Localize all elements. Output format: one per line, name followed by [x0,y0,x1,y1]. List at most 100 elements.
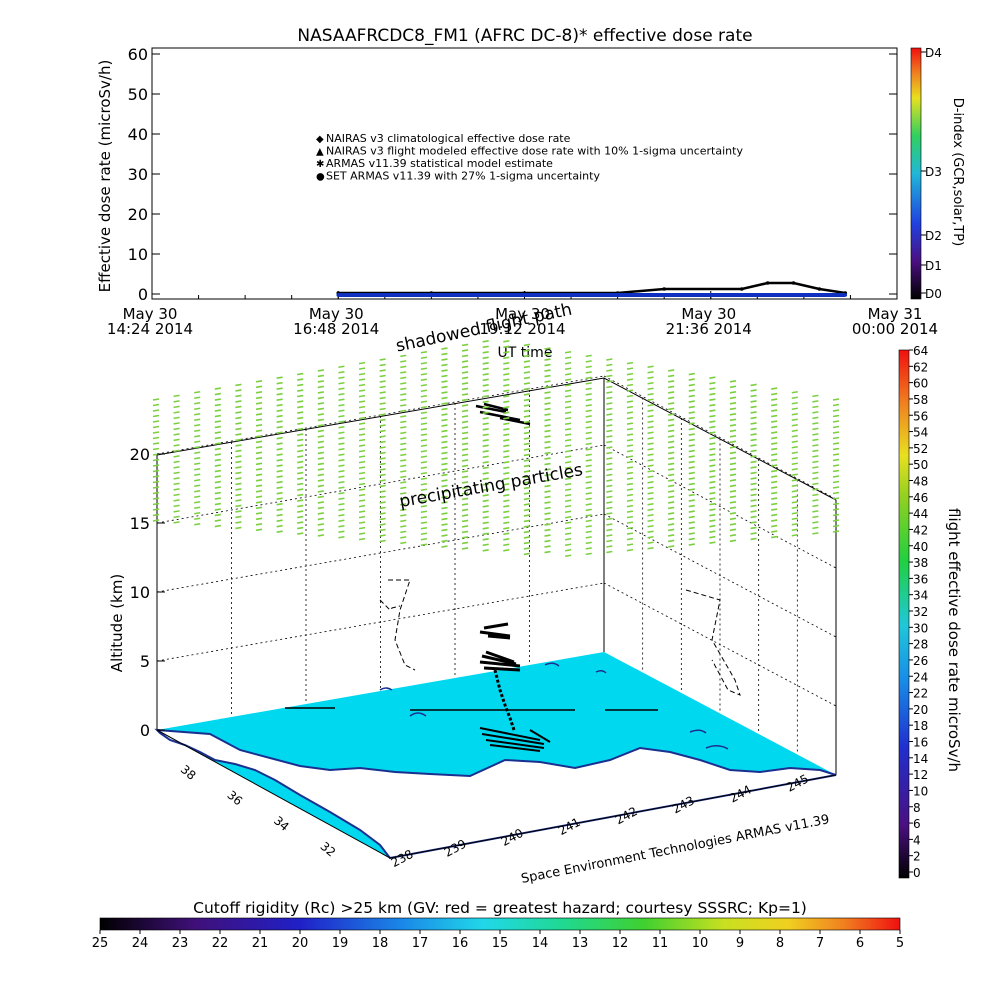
armas-marker [420,444,428,448]
armas-marker [461,354,469,358]
flight-tick-label: 12 [913,768,928,782]
armas-marker [564,411,572,415]
armas-marker [173,488,180,491]
rigidity-tick-label: 10 [692,936,709,951]
armas-marker [358,515,366,519]
armas-marker [668,484,675,488]
armas-marker [194,407,201,411]
armas-marker [400,497,407,501]
armas-marker [647,370,654,374]
armas-marker [338,398,345,402]
armas-marker [235,460,242,464]
armas-marker [214,453,221,456]
armas-marker [214,392,221,396]
armas-marker [668,374,675,378]
armas-marker [544,363,551,367]
armas-marker [750,449,757,453]
armas-marker [647,376,654,380]
armas-marker [832,453,840,456]
armas-marker [771,409,778,412]
armas-marker [358,438,366,442]
armas-marker [564,356,572,360]
x-tick-label-time: 21:36 2014 [666,320,752,338]
armas-marker [461,431,469,435]
armas-marker [647,469,654,473]
armas-marker [358,416,366,420]
lat-tick-label: 34 [271,813,292,834]
armas-marker [791,423,798,427]
armas-marker [482,373,489,376]
armas-marker [379,462,386,466]
armas-marker [771,436,778,440]
armas-marker [255,490,263,493]
y-tick-label: 40 [128,125,148,144]
armas-marker [338,376,345,380]
armas-marker [482,472,489,475]
armas-marker [379,528,386,532]
armas-marker [647,464,654,468]
armas-marker [276,458,283,462]
armas-marker [420,493,428,497]
armas-marker [297,444,304,447]
armas-marker [420,350,428,354]
armas-marker [564,383,572,387]
armas-marker [214,475,221,478]
armas-marker [358,405,366,409]
armas-marker [791,506,798,510]
armas-marker [564,438,572,442]
armas-marker [503,389,510,393]
armas-marker [276,403,283,407]
armas-marker [255,512,263,515]
armas-marker [544,457,551,460]
armas-marker [812,405,819,409]
armas-marker [709,420,716,423]
armas-marker [564,455,572,459]
armas-marker [564,350,572,354]
armas-marker [606,396,613,400]
rigidity-tick-label: 7 [816,936,824,951]
armas-marker [338,381,345,385]
dindex-label: D-index (GCR,solar,TP) [950,98,965,246]
armas-marker [358,482,366,486]
armas-marker [317,506,324,510]
armas-marker [750,526,757,530]
armas-marker [750,433,757,436]
flight-tick-label: 50 [913,458,928,472]
armas-marker [812,444,819,447]
armas-marker [750,499,757,502]
armas-marker [564,466,572,470]
armas-marker [729,468,737,471]
armas-marker [729,446,737,449]
armas-marker [235,510,242,513]
armas-marker [647,436,654,440]
armas-marker [544,424,551,427]
armas-marker [647,524,654,528]
armas-marker [729,523,737,526]
flight-tick-label: 34 [913,589,928,603]
armas-marker [441,517,448,521]
armas-marker [688,471,695,475]
armas-marker [606,484,613,488]
flight-tick-label: 16 [913,736,928,750]
armas-marker [276,409,283,412]
armas-marker [358,361,366,365]
armas-marker [420,433,428,437]
x-tick-label-date: May 30 [123,305,178,323]
armas-marker [276,497,283,500]
armas-marker [729,402,737,405]
armas-marker [750,460,757,464]
armas-marker [729,380,737,383]
flight-tick-label: 0 [913,866,921,880]
armas-marker [771,392,778,396]
armas-marker [379,512,386,515]
armas-marker [709,497,716,500]
armas-marker [729,396,737,400]
armas-marker [400,503,407,506]
dindex-tick-label: D1 [925,259,942,273]
armas-marker [379,473,386,477]
armas-marker [297,438,304,442]
armas-marker [585,437,592,440]
armas-marker [606,523,613,526]
armas-marker [709,508,716,511]
armas-marker [523,404,531,407]
